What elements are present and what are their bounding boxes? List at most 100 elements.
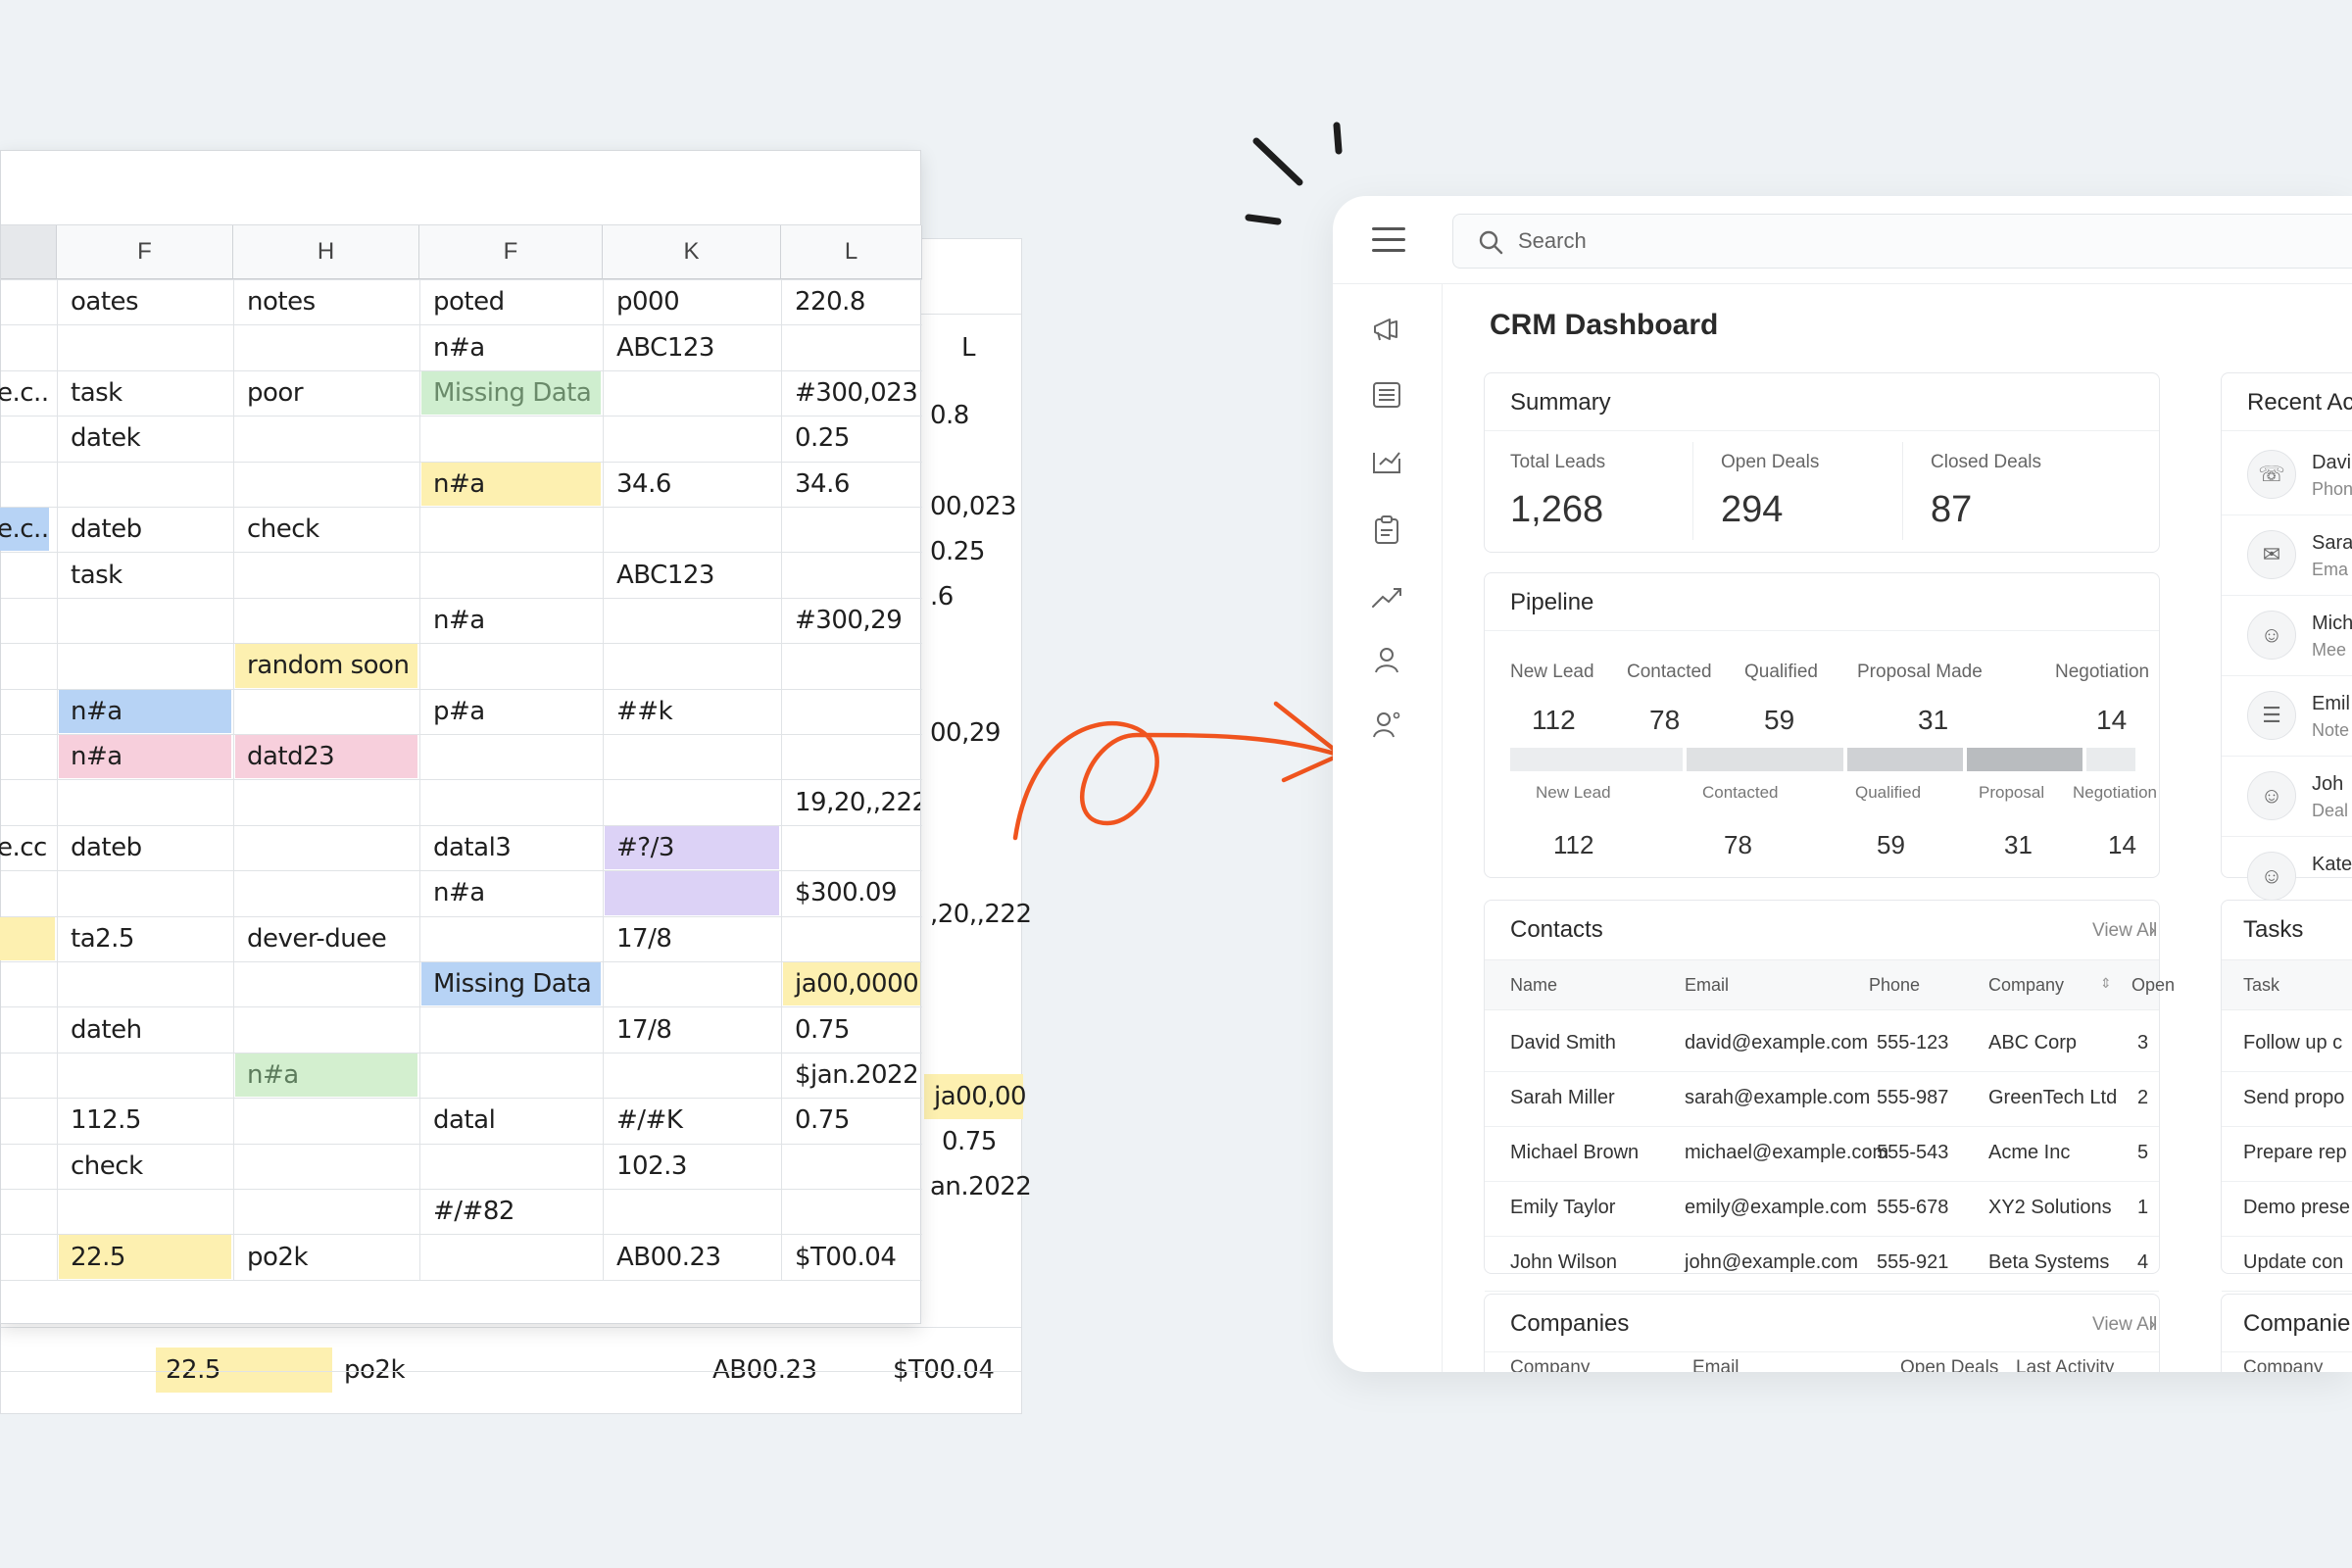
spreadsheet-cell[interactable]: n#a [421, 462, 601, 506]
contacts-view-all-link[interactable]: View All [2092, 920, 2158, 941]
spreadsheet-cell[interactable]: task [71, 377, 122, 408]
user-icon[interactable] [1370, 643, 1403, 676]
contacts-cell[interactable]: david@example.com [1685, 1032, 1869, 1054]
spreadsheet-cell[interactable]: po2k [247, 1242, 309, 1272]
sort-icon[interactable]: ⇕ [2100, 975, 2112, 991]
activity-name[interactable]: Sara [2312, 532, 2352, 554]
spreadsheet-cell[interactable]: n#a [235, 1053, 417, 1098]
spreadsheet-cell[interactable]: ja00,0000.09 [783, 962, 920, 1006]
activity-name[interactable]: Emil [2312, 693, 2350, 714]
clipboard-icon[interactable] [1370, 514, 1403, 547]
column-header[interactable]: L [781, 225, 922, 279]
spreadsheet-cell[interactable]: $jan.2022 [795, 1059, 919, 1090]
spreadsheet-cell[interactable]: oates [71, 287, 139, 318]
table-header[interactable]: Last Activity [2016, 1357, 2115, 1372]
contacts-cell[interactable]: sarah@example.com [1685, 1087, 1871, 1108]
spreadsheet-cell[interactable]: 34.6 [616, 468, 671, 499]
contacts-cell[interactable]: Emily Taylor [1510, 1197, 1616, 1218]
spreadsheet-cell[interactable]: poor [247, 377, 304, 408]
spreadsheet-cell[interactable]: n#a [433, 878, 485, 908]
spreadsheet-cell[interactable]: dever-duee [247, 923, 387, 954]
table-header[interactable]: Company [1510, 1357, 1591, 1372]
spreadsheet-cell[interactable]: AB00.23 [616, 1242, 721, 1272]
folder-chart-icon[interactable] [1370, 445, 1403, 478]
spreadsheet-cell[interactable] [605, 871, 779, 915]
table-header[interactable]: Open Deals [1900, 1357, 1999, 1372]
task-item[interactable]: Prepare rep [2243, 1142, 2347, 1163]
spreadsheet-cell[interactable]: n#a [59, 689, 231, 733]
list-icon[interactable] [1370, 378, 1403, 412]
contacts-cell[interactable]: Sarah Miller [1510, 1087, 1615, 1108]
spreadsheet-cell[interactable]: 19,20,,222 [795, 787, 920, 817]
table-header[interactable]: Phone [1869, 975, 1921, 995]
trend-icon[interactable] [1370, 580, 1403, 613]
contacts-cell[interactable]: Michael Brown [1510, 1142, 1640, 1163]
contacts-cell[interactable]: John Wilson [1510, 1251, 1617, 1273]
spreadsheet-cell[interactable]: #?/3 [605, 825, 779, 870]
spreadsheet-cell[interactable]: #300,023 [795, 377, 918, 408]
spreadsheet-cell[interactable]: check [247, 514, 319, 545]
spreadsheet-cell[interactable]: e.cc. [0, 832, 49, 862]
activity-name[interactable]: Joh [2312, 773, 2344, 795]
spreadsheet-cell[interactable]: dateb [71, 514, 142, 545]
table-header[interactable]: Task [2243, 975, 2280, 995]
spreadsheet-cell[interactable]: 0.75 [795, 1014, 850, 1045]
table-header[interactable]: Email [1685, 975, 1730, 995]
spreadsheet-cell[interactable]: ##k [616, 696, 673, 726]
spreadsheet-cell[interactable]: $T00.04 [795, 1242, 897, 1272]
megaphone-icon[interactable] [1370, 314, 1403, 347]
spreadsheet-cell[interactable] [3, 916, 55, 960]
table-header[interactable]: Company [2243, 1357, 2324, 1372]
spreadsheet-cell[interactable]: 0.75 [795, 1105, 850, 1136]
table-header[interactable]: Name [1510, 975, 1558, 995]
activity-name[interactable]: Kate [2312, 854, 2352, 875]
spreadsheet-cell[interactable]: p000 [616, 287, 680, 318]
task-item[interactable]: Demo prese [2243, 1197, 2350, 1218]
activity-name[interactable]: Mich [2312, 612, 2352, 634]
spreadsheet-cell[interactable]: check [71, 1151, 143, 1181]
hamburger-menu-icon[interactable] [1372, 227, 1405, 253]
spreadsheet-cell[interactable]: notes [247, 287, 316, 318]
spreadsheet-cell[interactable]: 220.8 [795, 287, 865, 318]
spreadsheet-cell[interactable]: dateh [71, 1014, 142, 1045]
user-settings-icon[interactable] [1370, 708, 1403, 741]
column-header[interactable]: H [233, 225, 419, 279]
spreadsheet-cell[interactable]: n#a [59, 735, 231, 779]
spreadsheet-cell[interactable]: e.c... [0, 377, 49, 408]
contacts-cell[interactable]: michael@example.com [1685, 1142, 1889, 1163]
spreadsheet-cell[interactable]: Missing Data [421, 962, 601, 1006]
column-header[interactable]: F [419, 225, 603, 279]
spreadsheet-cell[interactable]: #300,29 [795, 605, 903, 635]
spreadsheet-cell[interactable]: 22.5 [59, 1235, 231, 1279]
spreadsheet-cell[interactable]: datd23 [235, 735, 417, 779]
spreadsheet-cell[interactable]: 112.5 [71, 1105, 141, 1136]
spreadsheet-cell[interactable]: 17/8 [616, 923, 672, 954]
spreadsheet-cell[interactable]: datal3 [433, 832, 512, 862]
table-header[interactable]: Open [2132, 975, 2176, 995]
spreadsheet-cell[interactable]: $300.09 [795, 878, 898, 908]
activity-name[interactable]: Davi [2312, 452, 2352, 473]
spreadsheet-cell[interactable]: random soon [235, 644, 417, 688]
spreadsheet-cell[interactable]: #/#K [616, 1105, 683, 1136]
spreadsheet-cell[interactable]: poted [433, 287, 505, 318]
column-header[interactable]: F [57, 225, 233, 279]
spreadsheet-cell[interactable]: task [71, 560, 122, 590]
task-item[interactable]: Send propo [2243, 1087, 2345, 1108]
task-item[interactable]: Update con [2243, 1251, 2344, 1273]
spreadsheet-cell[interactable]: 17/8 [616, 1014, 672, 1045]
table-header[interactable]: Company [1988, 975, 2065, 995]
companies-view-all-link[interactable]: View All [2092, 1314, 2158, 1335]
spreadsheet-cell[interactable]: datal [433, 1105, 496, 1136]
spreadsheet-cell[interactable]: p#a [433, 696, 485, 726]
spreadsheet-cell[interactable]: ta2.5 [71, 923, 134, 954]
spreadsheet-cell[interactable]: ABC123 [616, 332, 714, 363]
search-input[interactable]: Search [1452, 214, 2352, 269]
contacts-cell[interactable]: john@example.com [1685, 1251, 1859, 1273]
column-header[interactable]: K [603, 225, 781, 279]
spreadsheet-cell[interactable]: 102.3 [616, 1151, 687, 1181]
task-item[interactable]: Follow up c [2243, 1032, 2343, 1054]
spreadsheet-cell[interactable]: ABC123 [616, 560, 714, 590]
contacts-cell[interactable]: emily@example.com [1685, 1197, 1867, 1218]
spreadsheet-cell[interactable]: n#a [433, 605, 485, 635]
spreadsheet-cell[interactable]: 34.6 [795, 468, 850, 499]
